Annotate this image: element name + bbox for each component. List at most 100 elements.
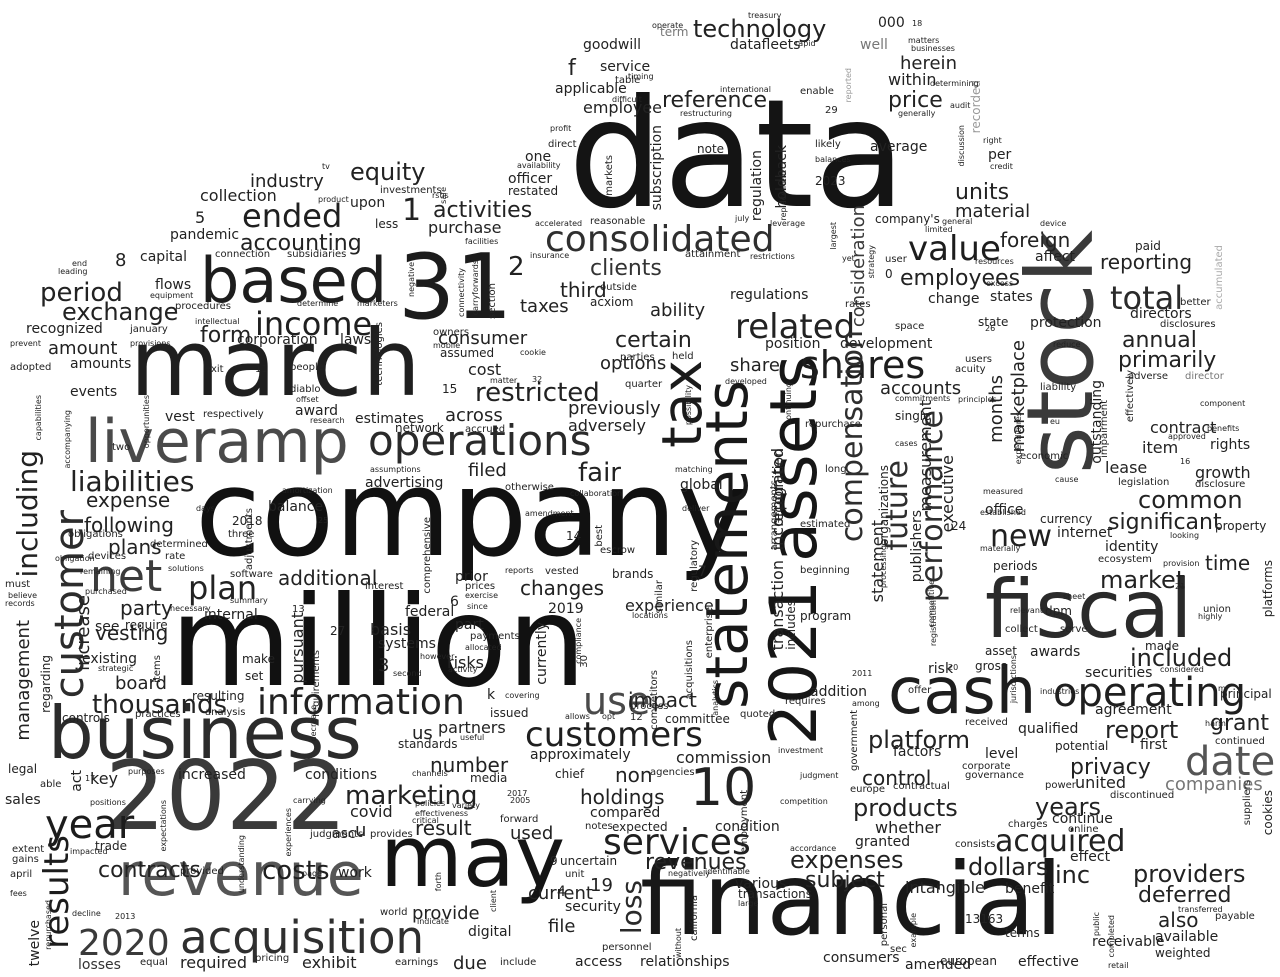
word-new: new bbox=[990, 519, 1053, 554]
word-benefits: benefits bbox=[1207, 424, 1240, 433]
word-interest: interest bbox=[365, 581, 404, 592]
word-32: 32 bbox=[532, 375, 543, 384]
word-beginning: beginning bbox=[800, 565, 850, 576]
word-net: net bbox=[90, 551, 163, 602]
word-well: well bbox=[860, 37, 888, 53]
word-understanding: understanding bbox=[237, 835, 246, 894]
word-businesses: businesses bbox=[911, 44, 955, 53]
word-rates: rates bbox=[845, 299, 871, 310]
word-contracts: contracts bbox=[98, 858, 201, 883]
word-13: 13 bbox=[292, 604, 305, 615]
word-recognized: recognized bbox=[26, 321, 103, 337]
word-markets: markets bbox=[604, 155, 615, 196]
word-platform: platform bbox=[868, 726, 970, 754]
word-operate: operate bbox=[652, 21, 684, 30]
word-2013: 2013 bbox=[115, 912, 136, 921]
word-pricing: pricing bbox=[255, 953, 290, 964]
word-indicate: indicate bbox=[417, 917, 449, 926]
word-20: 20 bbox=[948, 663, 959, 672]
word-fiscal: fiscal bbox=[985, 563, 1193, 656]
word-allocated: allocated bbox=[465, 643, 502, 652]
word-channels: channels bbox=[412, 769, 448, 778]
word-market: market bbox=[1100, 566, 1186, 594]
word-lease: lease bbox=[1105, 458, 1148, 477]
word-connectivity: connectivity bbox=[457, 268, 466, 317]
word-whether: whether bbox=[875, 818, 941, 837]
word-balances: balances bbox=[815, 155, 851, 164]
word-liveramp: liveramp bbox=[85, 407, 349, 477]
word-currently: currently bbox=[534, 622, 550, 685]
word-extent: extent bbox=[12, 844, 45, 855]
word-regulations: regulations bbox=[730, 287, 809, 303]
word-strategy: strategy bbox=[867, 245, 876, 279]
word-network: network bbox=[395, 421, 444, 435]
word-purchase: purchase bbox=[428, 218, 502, 237]
word-repurchased: repurchased bbox=[44, 900, 53, 950]
word-non: non bbox=[615, 763, 653, 787]
word-number: number bbox=[430, 753, 509, 777]
word-granted: granted bbox=[855, 834, 911, 850]
word-expectations: expectations bbox=[159, 800, 168, 852]
word-provisions: provisions bbox=[130, 339, 171, 348]
word-internet: internet bbox=[1057, 525, 1113, 541]
word-terms: terms bbox=[1005, 926, 1040, 940]
word-consumers: consumers bbox=[823, 950, 900, 966]
word-19: 19 bbox=[590, 875, 613, 896]
word-facilities: facilities bbox=[465, 237, 499, 246]
word-personal: personal bbox=[879, 903, 890, 947]
word-best: best bbox=[594, 525, 605, 547]
word-relationships: relationships bbox=[640, 954, 730, 970]
word-11: 11 bbox=[255, 364, 268, 375]
word-herein: herein bbox=[900, 53, 957, 74]
word-amount: amount bbox=[48, 338, 118, 359]
word-escrow: escrow bbox=[600, 545, 636, 556]
word-discontinued: discontinued bbox=[1110, 790, 1175, 801]
word-two: two bbox=[112, 442, 131, 453]
word-adopted: adopted bbox=[10, 362, 52, 373]
word-fees: fees bbox=[10, 889, 27, 898]
word-useful: useful bbox=[460, 733, 485, 742]
word-investments: investments bbox=[380, 185, 442, 196]
word-largest: largest bbox=[829, 222, 838, 250]
word-software: software bbox=[230, 569, 273, 580]
word-obligations: obligations bbox=[68, 529, 123, 540]
word-provided: provided bbox=[180, 866, 224, 877]
word-payable: payable bbox=[1215, 911, 1255, 922]
word-policies: policies bbox=[415, 799, 446, 808]
word-due: due bbox=[453, 953, 487, 974]
word-notes: notes bbox=[585, 821, 613, 832]
word-opportunities: opportunities bbox=[142, 395, 151, 449]
word-public: public bbox=[1092, 912, 1101, 937]
word-earnings: earnings bbox=[395, 957, 439, 968]
word-people: people bbox=[290, 362, 324, 373]
word-director: director bbox=[1185, 371, 1224, 382]
word-charges: charges bbox=[1008, 819, 1048, 830]
word-dpm: dpm bbox=[1045, 604, 1072, 618]
word-prices: prices bbox=[465, 581, 496, 592]
word-directors: directors bbox=[1130, 306, 1192, 322]
word-standards: standards bbox=[398, 737, 458, 751]
word-right: right bbox=[983, 136, 1002, 145]
word-item: item bbox=[1142, 438, 1179, 457]
word-long: long bbox=[825, 464, 847, 475]
word-cash: cash bbox=[888, 655, 1037, 729]
word-company: company bbox=[195, 445, 749, 584]
word-remaining: remaining bbox=[80, 567, 121, 576]
word-grant: grant bbox=[1210, 711, 1270, 736]
word-financial: financial bbox=[640, 841, 1063, 958]
word-arrangements: arrangements bbox=[769, 480, 780, 551]
word-eu: eu bbox=[1050, 417, 1060, 426]
word-offset: offset bbox=[296, 395, 319, 404]
word-relevant: relevant bbox=[1010, 606, 1044, 615]
word-experience: experience bbox=[625, 596, 714, 615]
word-solutions: solutions bbox=[168, 564, 204, 573]
word-resources: resources bbox=[975, 257, 1014, 266]
word-previously: previously bbox=[568, 398, 661, 419]
word-estimated: estimated bbox=[800, 519, 851, 530]
word-march: march bbox=[130, 310, 421, 417]
word-equipment: equipment bbox=[150, 291, 194, 300]
word-third: third bbox=[560, 278, 607, 302]
word-business: business bbox=[48, 691, 362, 775]
word-mobile: mobile bbox=[433, 341, 461, 350]
word-quarter: quarter bbox=[625, 379, 663, 390]
